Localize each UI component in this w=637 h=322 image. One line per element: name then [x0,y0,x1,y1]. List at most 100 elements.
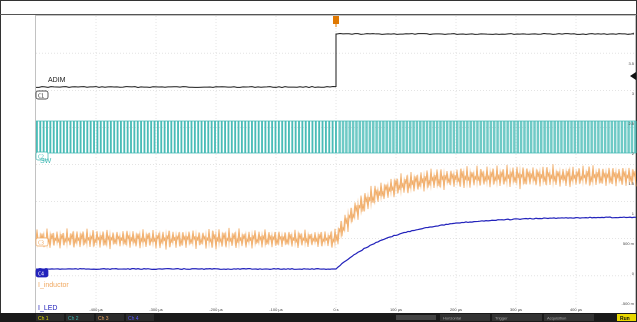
sw-pulse [496,121,499,153]
status-channel-3[interactable]: Ch 3 [96,314,124,322]
status-panel-label: Trigger [495,316,508,321]
sw-pulse [86,121,89,153]
status-panel-box [492,314,542,321]
sw-pulse [311,121,314,153]
sw-pulse [170,121,173,153]
sw-pulse [46,121,48,153]
sw-pulse [150,121,153,153]
status-channel-4[interactable]: Ch 4 [126,314,154,322]
sw-pulse [355,121,358,153]
right-scale-label: -500 m [622,301,635,306]
sw-pulse [59,121,62,153]
trigger-marker-icon[interactable] [333,16,339,27]
status-panel-acquisition[interactable]: Acquisition [544,314,594,321]
sw-pulse [469,121,472,153]
sw-pulse [214,121,216,153]
sw-pulse [630,121,634,153]
sw-pulse [210,121,213,153]
sw-pulse [156,121,159,153]
sw-pulse [580,121,583,153]
sw-pulse [435,121,439,153]
sw-pulse [93,121,95,153]
sw-pulse [314,121,317,153]
sw-pulse [429,121,432,153]
sw-pulse [254,121,257,153]
run-button[interactable]: Run [617,314,636,322]
status-channel-1[interactable]: Ch 1 [36,314,64,322]
sw-pulse [516,121,519,153]
sw-pulse [583,121,587,153]
level-arrow-icon[interactable] [630,72,636,80]
channel-tag-box [35,237,49,247]
right-scale-label: 3.5 [628,61,634,66]
sw-pulse [180,121,183,153]
sw-pulse [378,121,382,153]
status-channel-box [66,314,94,321]
series-label: I_inductor [38,282,69,289]
run-button-box [617,314,636,321]
sw-pulse [177,121,179,153]
sw-pulse [193,121,196,153]
sw-pulse [529,121,533,153]
sw-pulse [600,121,603,153]
sw-pulse [308,121,311,153]
sw-pulse [415,121,419,153]
adim-trace [35,33,635,88]
sw-pulse [590,121,593,153]
sw-pulse [509,121,513,153]
sw-pulse [288,121,290,153]
sw-pulse [422,121,425,153]
sw-pulse [432,121,435,153]
channel-tag-marker: C1 [35,90,49,100]
series-label: I_LED [38,305,57,312]
sw-pulse [536,121,540,153]
sw-pulse [358,121,362,153]
sw-pulse [36,121,38,153]
status-channel-label: Ch 3 [98,316,109,322]
x-tick-label: 200 µs [450,307,462,312]
sw-pulse [459,121,462,153]
sw-pulse [610,121,614,153]
channel-tag-marker: C4 [35,268,49,278]
sw-pulse [66,121,69,153]
x-tick-label: -400 µs [89,307,102,312]
sw-pulse [291,121,294,153]
sw-pulse [200,121,203,153]
status-channel-label: Ch 4 [128,316,139,322]
status-channel-2[interactable]: Ch 2 [66,314,94,322]
status-channel-label: Ch 2 [68,316,79,322]
series-label: SW [40,158,52,165]
sw-pulse [230,121,233,153]
sw-pulse [130,121,132,153]
sw-pulse [261,121,263,153]
sw-pulse [405,121,409,153]
channel-tag-marker: C2 [35,151,49,161]
status-panel-label: Acquisition [547,316,566,321]
sw-pulse [587,121,590,153]
sw-pulse [49,121,52,153]
sw-pulse [613,121,617,153]
sw-pulse [251,121,253,153]
sw-pulse [476,121,479,153]
sw-pulse [445,121,449,153]
sw-pulse [298,121,300,153]
sw-pulse [99,121,102,153]
sw-pulse [247,121,250,153]
status-panel-trigger[interactable]: Trigger [492,314,542,321]
status-panel-horizontal[interactable]: Horizontal [440,314,490,321]
x-tick-label: -100 µs [269,307,282,312]
sw-pulse [274,121,277,153]
sw-pulse [318,121,321,153]
sw-pulse [153,121,156,153]
sw-pulse [56,121,59,153]
sw-pulse [187,121,190,153]
sw-pulse [519,121,523,153]
sw-trace [36,120,637,154]
x-tick-label: -200 µs [209,307,222,312]
sw-pulse [237,121,240,153]
channel-tag-text: C1 [38,93,44,99]
sw-pulse [277,121,280,153]
sw-pulse [620,121,624,153]
sw-pulse [294,121,297,153]
